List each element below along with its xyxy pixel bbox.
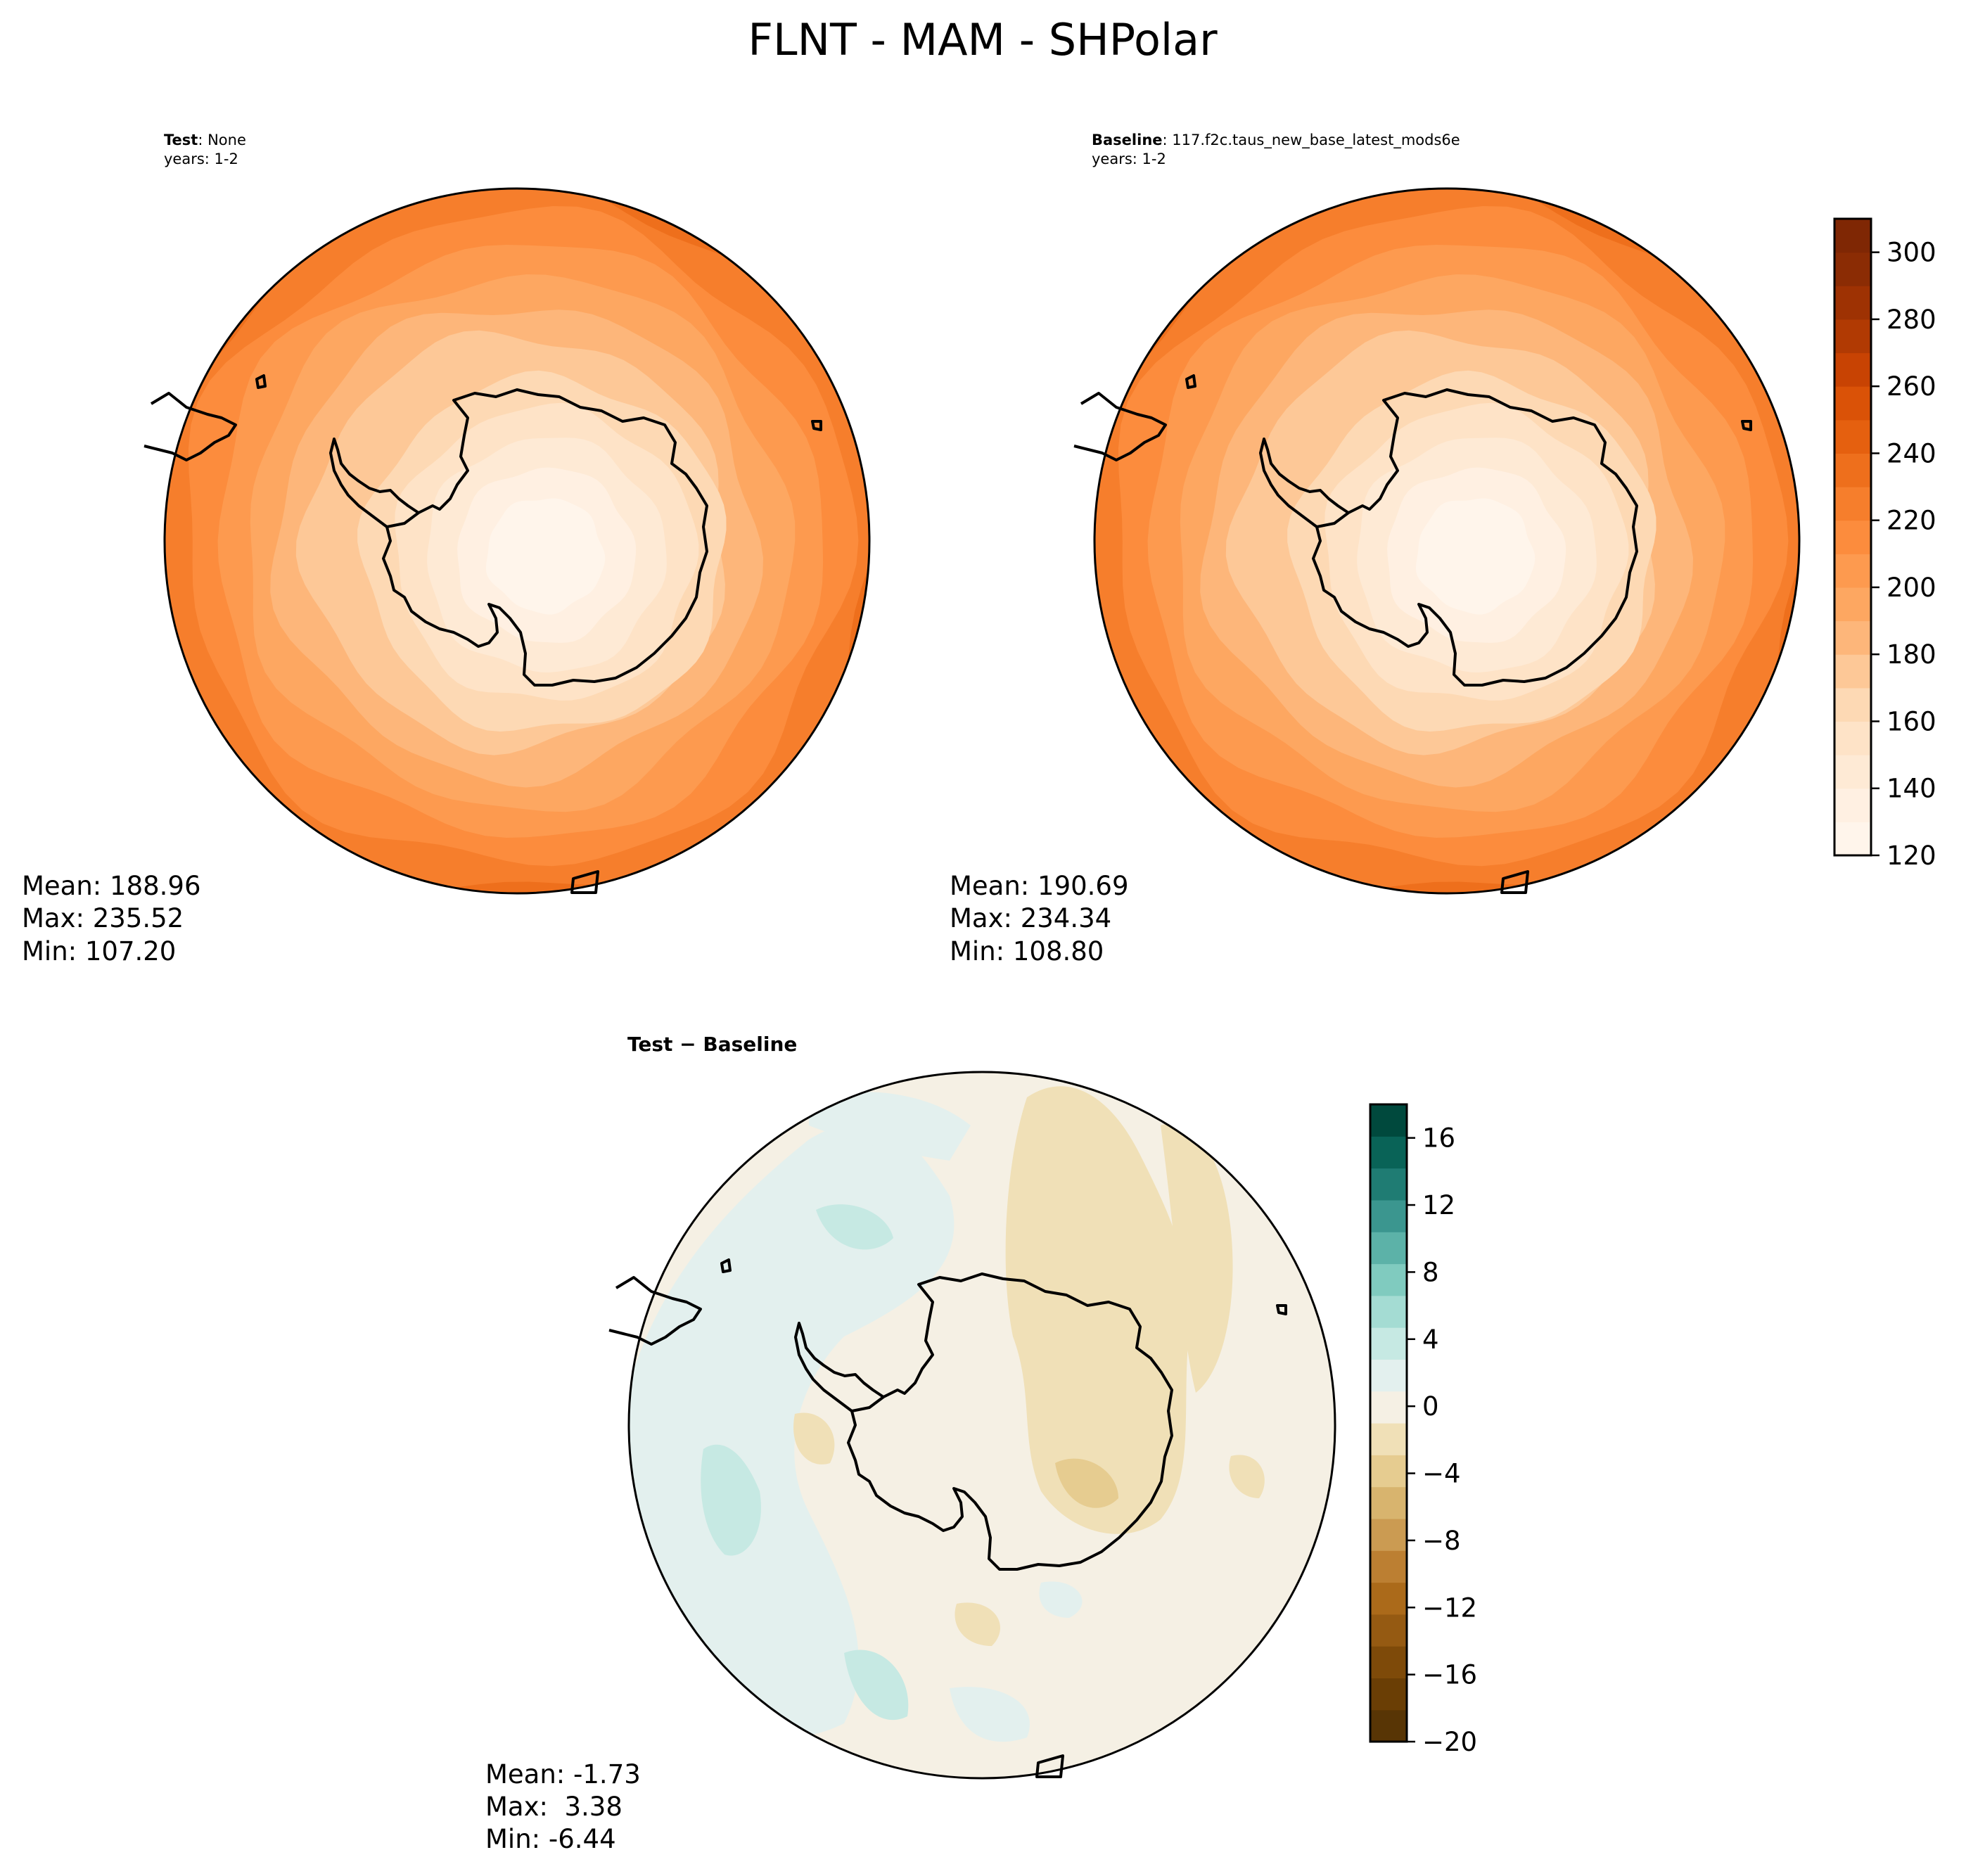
brbg-colorbar-swatch (1370, 1582, 1407, 1615)
diff-min: Min: -6.44 (485, 1824, 616, 1854)
oranges-colorbar-swatch (1834, 721, 1871, 755)
oranges-colorbar-tick-label: 240 (1887, 438, 1936, 468)
brbg-colorbar-tick-label: 0 (1422, 1391, 1439, 1422)
baseline-label-bold: Baseline (1092, 132, 1163, 148)
brbg-colorbar-swatch (1370, 1136, 1407, 1169)
oranges-colorbar-swatch (1834, 419, 1871, 454)
oranges-colorbar-swatch (1834, 620, 1871, 655)
diff-coastlines (608, 1258, 1287, 1778)
oranges-colorbar-swatch (1834, 822, 1871, 856)
oranges-colorbar-swatch (1834, 252, 1871, 286)
brbg-colorbar-tick-label: 16 (1422, 1123, 1455, 1154)
brbg-colorbar-swatch (1370, 1232, 1407, 1265)
oranges-colorbar: 120 140 160 180 200 220 240 260 280 300 (1833, 217, 1936, 871)
brbg-colorbar-tick-label: −20 (1422, 1727, 1477, 1757)
test-contour-120 (485, 498, 606, 615)
brbg-colorbar-swatch (1370, 1518, 1407, 1551)
brbg-colorbar-tick-label: 8 (1422, 1257, 1439, 1287)
baseline-max: Max: 234.34 (950, 903, 1111, 933)
baseline-years: years: 1-2 (1092, 151, 1166, 167)
oranges-colorbar-swatch (1834, 319, 1871, 354)
oranges-colorbar-swatch (1834, 755, 1871, 789)
brbg-colorbar-swatch (1370, 1104, 1407, 1137)
baseline-panel: Baseline: 117.f2c.taus_new_base_latest_m… (950, 132, 1936, 966)
diff-mean: Mean: -1.73 (485, 1759, 641, 1789)
baseline-map (1094, 189, 1799, 893)
oranges-colorbar-tick-label: 260 (1887, 371, 1936, 402)
oranges-colorbar-tick-label: 160 (1887, 706, 1936, 736)
oranges-colorbar-swatch (1834, 554, 1871, 588)
baseline-map-border (1093, 187, 1801, 895)
oranges-colorbar-swatch (1834, 687, 1871, 722)
oranges-colorbar-swatch (1834, 219, 1871, 253)
diff-map-border (627, 1071, 1336, 1780)
brbg-colorbar-swatch (1370, 1678, 1407, 1711)
oranges-colorbar-swatch (1834, 788, 1871, 822)
diff-panel: Test − Baseline (485, 1033, 1477, 1854)
brbg-colorbar-tick-label: −8 (1422, 1526, 1461, 1556)
brbg-colorbar-swatch (1370, 1295, 1407, 1328)
brbg-colorbar-swatch (1370, 1359, 1407, 1392)
test-panel-label: Test: None (164, 132, 246, 148)
oranges-colorbar-swatch (1834, 286, 1871, 320)
test-map-border (163, 187, 871, 895)
test-panel: Test: None years: 1-2 Mean: 188.96 Max: … (22, 132, 871, 966)
brbg-colorbar-swatch (1370, 1486, 1407, 1519)
brbg-colorbar-swatch (1370, 1614, 1407, 1647)
brbg-colorbar-swatch (1370, 1423, 1407, 1455)
baseline-min: Min: 108.80 (950, 936, 1104, 966)
brbg-colorbar-swatch (1370, 1391, 1407, 1424)
brbg-colorbar-swatch (1370, 1709, 1407, 1742)
test-label-rest: : None (198, 132, 246, 148)
oranges-colorbar-tick-label: 220 (1887, 506, 1936, 536)
brbg-colorbar-swatch (1370, 1168, 1407, 1201)
oranges-colorbar-swatch (1834, 654, 1871, 689)
figure-title: FLNT - MAM - SHPolar (748, 14, 1218, 65)
oranges-colorbar-tick-label: 140 (1887, 774, 1936, 804)
oranges-colorbar-swatch (1834, 352, 1871, 387)
diff-panel-label: Test − Baseline (627, 1033, 797, 1056)
brbg-colorbar: −20 −16 −12 −8 −4 0 4 8 12 16 (1369, 1103, 1477, 1757)
oranges-colorbar-tick-label: 120 (1887, 841, 1936, 871)
oranges-colorbar-swatch (1834, 520, 1871, 554)
baseline-coastlines (1073, 374, 1752, 894)
test-mean: Mean: 188.96 (22, 871, 201, 901)
brbg-colorbar-swatch (1370, 1327, 1407, 1360)
baseline-mean: Mean: 190.69 (950, 871, 1129, 901)
test-coastlines (143, 374, 822, 894)
oranges-colorbar-tick-label: 280 (1887, 305, 1936, 335)
diff-max: Max: 3.38 (485, 1792, 623, 1822)
test-years: years: 1-2 (164, 151, 238, 167)
baseline-contour-120 (1415, 498, 1536, 615)
test-map (165, 189, 869, 893)
baseline-panel-label: Baseline: 117.f2c.taus_new_base_latest_m… (1092, 132, 1460, 149)
brbg-colorbar-tick-label: −12 (1422, 1593, 1477, 1623)
brbg-colorbar-tick-label: −4 (1422, 1459, 1461, 1489)
oranges-colorbar-tick-label: 300 (1887, 238, 1936, 268)
brbg-colorbar-swatch (1370, 1199, 1407, 1232)
oranges-colorbar-swatch (1834, 587, 1871, 622)
oranges-colorbar-swatch (1834, 487, 1871, 521)
baseline-label-rest: : 117.f2c.taus_new_base_latest_mods6e (1163, 132, 1460, 149)
brbg-colorbar-swatch (1370, 1455, 1407, 1488)
brbg-colorbar-tick-label: 4 (1422, 1325, 1439, 1355)
test-label-bold: Test (164, 132, 198, 148)
brbg-colorbar-tick-label: −16 (1422, 1660, 1477, 1690)
oranges-colorbar-tick-label: 180 (1887, 639, 1936, 670)
test-min: Min: 107.20 (22, 936, 176, 966)
brbg-colorbar-tick-label: 12 (1422, 1190, 1455, 1220)
oranges-colorbar-tick-label: 200 (1887, 573, 1936, 603)
oranges-colorbar-frame (1833, 217, 1872, 857)
oranges-colorbar-swatch (1834, 386, 1871, 421)
test-max: Max: 235.52 (22, 903, 184, 933)
diff-map (629, 1072, 1335, 1778)
brbg-colorbar-swatch (1370, 1646, 1407, 1678)
brbg-colorbar-swatch (1370, 1550, 1407, 1583)
oranges-colorbar-swatch (1834, 453, 1871, 487)
brbg-colorbar-frame (1369, 1103, 1408, 1743)
brbg-colorbar-swatch (1370, 1263, 1407, 1296)
